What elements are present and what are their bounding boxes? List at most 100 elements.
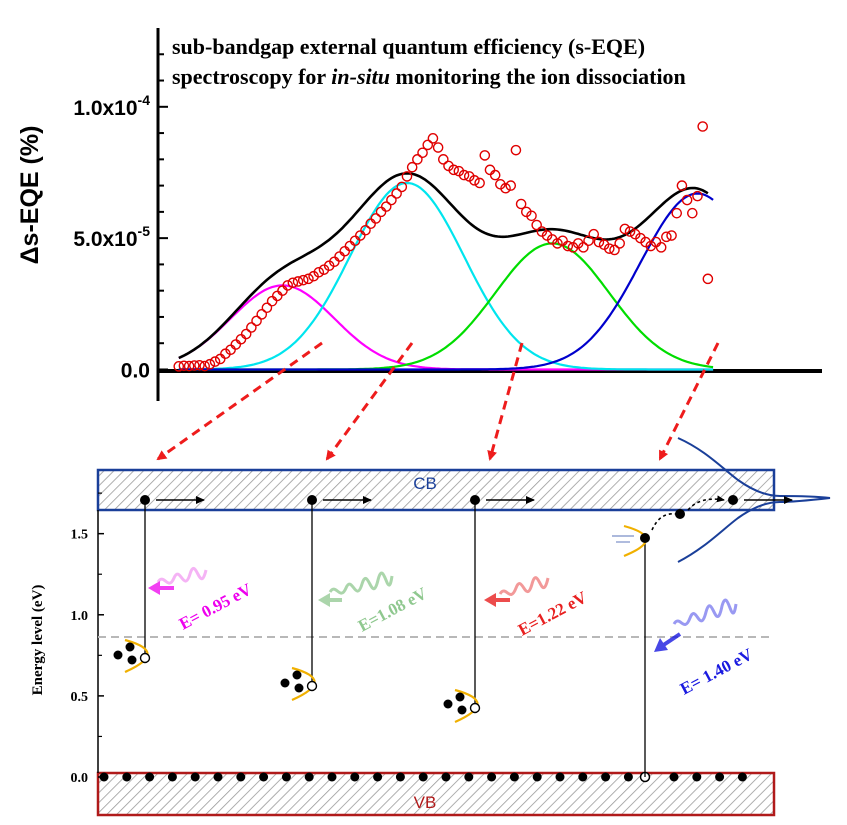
data-point bbox=[681, 194, 693, 206]
data-point bbox=[246, 322, 257, 333]
trapped-electron-4 bbox=[640, 533, 650, 543]
data-point bbox=[277, 285, 288, 296]
chart-title-line2: spectroscopy for in-situ monitoring the … bbox=[172, 64, 686, 89]
trap-hole bbox=[139, 652, 151, 664]
energy-tick-label: 0.5 bbox=[71, 690, 89, 705]
vb-electron bbox=[259, 772, 269, 782]
energy-axis-label: Energy level (eV) bbox=[30, 585, 46, 696]
data-point bbox=[199, 360, 210, 372]
data-point bbox=[339, 245, 351, 257]
gaussian-peaks bbox=[178, 181, 714, 371]
data-point bbox=[178, 360, 190, 372]
data-point bbox=[448, 164, 459, 176]
vb-electron bbox=[213, 772, 223, 782]
trap-electron bbox=[113, 650, 123, 660]
data-point bbox=[687, 207, 698, 219]
vb-electron bbox=[145, 772, 155, 782]
vb-electron bbox=[601, 772, 611, 782]
data-point bbox=[484, 164, 496, 176]
photon-wave-3 bbox=[484, 576, 550, 607]
fit-curve bbox=[178, 171, 709, 360]
vb-electron bbox=[715, 772, 725, 782]
data-point bbox=[604, 243, 615, 254]
cb-electron-3 bbox=[470, 495, 480, 505]
dissociation-path bbox=[651, 513, 677, 531]
cb-electron-1 bbox=[140, 495, 150, 505]
data-point bbox=[676, 180, 688, 191]
link-arrow-1 bbox=[156, 341, 323, 461]
data-point bbox=[282, 280, 293, 291]
energy-label-3: E=1.22 eV bbox=[515, 587, 591, 639]
data-point bbox=[697, 121, 708, 132]
density-of-states-curve bbox=[677, 437, 831, 563]
data-point bbox=[391, 188, 402, 199]
data-point bbox=[204, 358, 216, 370]
y-ticks bbox=[158, 53, 168, 371]
data-point bbox=[578, 242, 589, 253]
vb-electron bbox=[327, 772, 337, 782]
vb-electron bbox=[99, 772, 109, 782]
data-point bbox=[661, 231, 672, 243]
data-point bbox=[609, 244, 620, 256]
data-point bbox=[479, 150, 491, 161]
vb-electron bbox=[281, 772, 291, 782]
energy-tick-label: 1.0 bbox=[71, 609, 89, 624]
cb-label: CB bbox=[413, 474, 437, 493]
data-point bbox=[489, 169, 501, 181]
energy-label-4: E= 1.40 eV bbox=[677, 644, 756, 698]
vb-electron bbox=[532, 772, 542, 782]
cb-electron-4 bbox=[728, 495, 738, 505]
data-point bbox=[583, 235, 594, 247]
data-point bbox=[370, 213, 382, 224]
valence-electrons bbox=[99, 771, 747, 783]
link-arrow-4 bbox=[658, 342, 720, 461]
vb-electron bbox=[373, 772, 383, 782]
trap-electron bbox=[294, 683, 304, 693]
vb-electron bbox=[737, 772, 747, 782]
data-point bbox=[562, 240, 574, 252]
trap-electron bbox=[292, 670, 302, 680]
vb-electron bbox=[509, 772, 519, 782]
data-point bbox=[655, 242, 667, 253]
data-point bbox=[401, 171, 413, 182]
vb-electron bbox=[418, 772, 428, 782]
data-point bbox=[256, 309, 268, 320]
data-point bbox=[427, 133, 439, 144]
chart-title-line2-italic: in-situ bbox=[331, 64, 390, 89]
photon-wave-2 bbox=[318, 571, 394, 607]
trap-electron bbox=[443, 699, 453, 709]
data-point bbox=[552, 238, 563, 249]
energy-diagram: CB VB 0.0 0.5 1.0 1.5 Energy level (eV) bbox=[30, 437, 831, 817]
vb-electron bbox=[669, 772, 679, 782]
data-point bbox=[588, 228, 600, 240]
data-point bbox=[474, 177, 485, 189]
cb-electron-2 bbox=[307, 495, 317, 505]
data-point bbox=[438, 154, 449, 165]
conduction-band bbox=[96, 468, 776, 512]
vb-electron bbox=[395, 772, 405, 782]
photon-wave-4 bbox=[654, 598, 738, 652]
trap-electron bbox=[280, 678, 290, 688]
data-point bbox=[261, 302, 273, 314]
chart-title-line1: sub-bandgap external quantum efficiency … bbox=[172, 34, 645, 59]
data-point bbox=[702, 273, 714, 285]
transition-2: E=1.08 eV bbox=[280, 495, 431, 702]
data-point bbox=[666, 230, 677, 241]
data-point bbox=[500, 182, 511, 194]
vb-electron bbox=[578, 772, 588, 782]
transition-1: E= 0.95 eV bbox=[113, 495, 255, 674]
data-point bbox=[593, 236, 605, 248]
y-tick-label: 5.0x10-5 bbox=[73, 223, 150, 251]
data-point bbox=[417, 147, 428, 159]
vb-electron bbox=[464, 772, 474, 782]
data-point bbox=[432, 142, 444, 153]
peak-curve-1 bbox=[178, 284, 714, 371]
vb-electron bbox=[692, 772, 702, 782]
vb-electron bbox=[555, 772, 565, 782]
data-point bbox=[396, 181, 408, 193]
data-point bbox=[235, 333, 247, 345]
photon-wave-1 bbox=[148, 566, 208, 595]
vb-electron bbox=[190, 772, 200, 782]
data-point bbox=[173, 361, 185, 372]
data-point bbox=[183, 360, 195, 372]
